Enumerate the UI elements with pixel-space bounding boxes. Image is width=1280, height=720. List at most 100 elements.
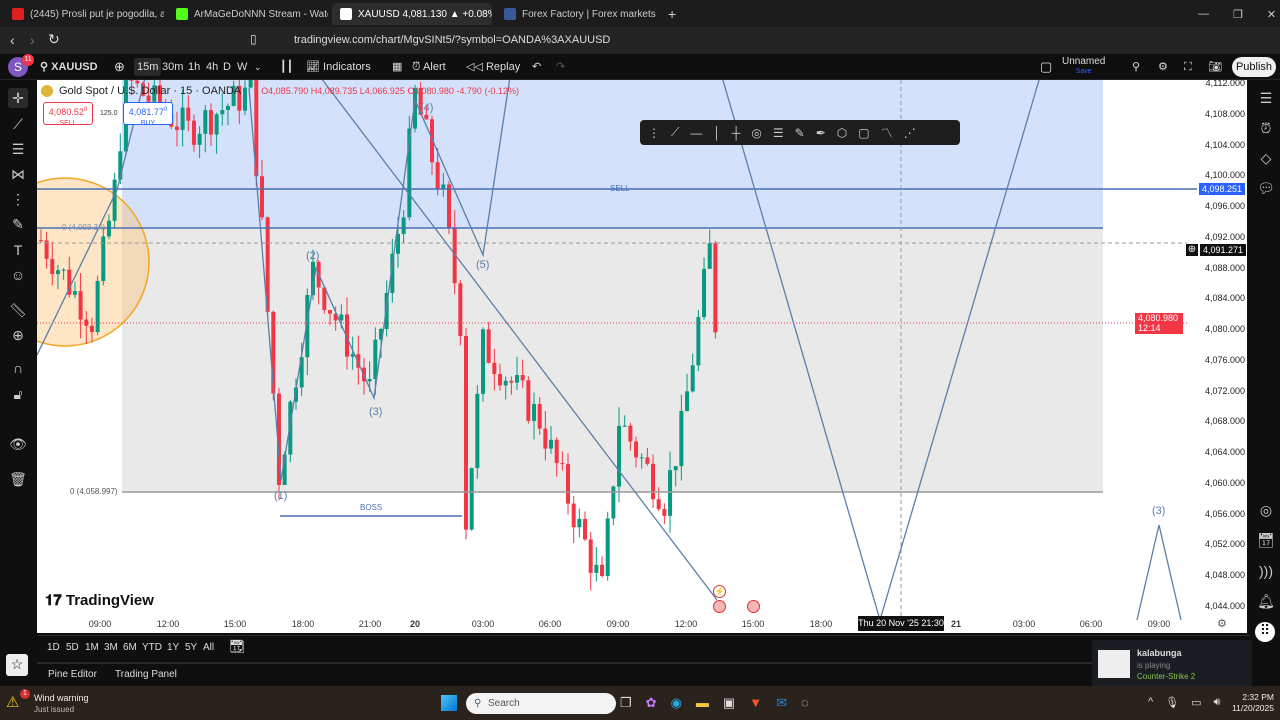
axis-settings-icon[interactable]: ⚙︎: [1217, 618, 1227, 630]
range-5y[interactable]: 5Y: [185, 642, 198, 653]
range-1d[interactable]: 1D: [47, 642, 60, 653]
templates-icon[interactable]: ▦: [392, 61, 403, 73]
trading-panel-tab[interactable]: Trading Panel: [115, 669, 177, 680]
buy-button[interactable]: 4,081.770 BUY: [123, 102, 173, 127]
minimize-icon[interactable]: —: [1198, 8, 1209, 20]
copilot-icon[interactable]: ✿: [645, 695, 657, 710]
window-controls[interactable]: — ❐ ✕: [1190, 3, 1280, 25]
steam-notification[interactable]: kalabunga is playing Counter-Strike 2: [1092, 640, 1252, 688]
calendar-icon[interactable]: 📅︎: [1257, 532, 1275, 548]
clock[interactable]: 2:32 PM 11/20/2025: [1232, 692, 1274, 713]
tab-kick[interactable]: ArMaGeDoNNN Stream - Watch Live: [168, 3, 328, 25]
weather-warning-icon[interactable]: ⚠: [6, 694, 20, 711]
windows-start-icon[interactable]: [441, 695, 457, 711]
tab-forexfactory[interactable]: Forex Factory | Forex markets for the: [496, 3, 656, 25]
path-icon[interactable]: 〽: [880, 126, 893, 140]
pen-icon[interactable]: ✒: [815, 125, 826, 140]
trendline-icon[interactable]: ⟋: [671, 125, 680, 139]
go-to-date-icon[interactable]: 📆︎: [229, 639, 246, 654]
tab-youtube[interactable]: (2445) Prosli put je pogodila, ako po: [4, 3, 164, 25]
alert-button[interactable]: ⏰︎ Alert: [412, 61, 446, 73]
forecast-tool-icon[interactable]: ⋮: [11, 191, 25, 207]
interval-1h[interactable]: 1h: [188, 61, 201, 73]
shape-icon[interactable]: ⬡: [836, 125, 848, 140]
range-6m[interactable]: 6M: [123, 642, 137, 653]
us-event-flag-icon[interactable]: [713, 600, 726, 613]
taskbar-search[interactable]: ⚲ Search: [466, 693, 616, 714]
range-3m[interactable]: 3M: [104, 642, 118, 653]
quick-search-icon[interactable]: ⚲: [1132, 61, 1141, 73]
task-view-icon[interactable]: ❐: [620, 695, 632, 710]
watchlist-star-icon[interactable]: ☆: [6, 654, 28, 676]
fib-tool-icon[interactable]: ☰: [11, 141, 25, 157]
fullscreen-icon[interactable]: ⛶: [1184, 61, 1192, 73]
notifications-icon[interactable]: 🔔︎: [1257, 593, 1275, 609]
trash-icon[interactable]: 🗑︎: [9, 471, 27, 487]
alerts-icon[interactable]: ⏰︎: [1260, 120, 1272, 136]
eye-icon[interactable]: 👁︎: [9, 436, 27, 452]
emoji-tool-icon[interactable]: ☺: [10, 267, 26, 283]
elliott-wave-2[interactable]: [1136, 524, 1182, 621]
layout-name[interactable]: Unnamed Save: [1062, 56, 1106, 76]
floating-drawing-toolbar[interactable]: ⋮ ⟋ — │ ┼ ◎ ☰ ✎ ✒ ⬡ ▢ 〽 ⋰: [640, 120, 960, 145]
interval-w[interactable]: W: [237, 61, 248, 73]
trendline-tool-icon[interactable]: ⟋: [13, 116, 23, 132]
tray-chevron-icon[interactable]: ^: [1148, 696, 1154, 708]
symbol-title[interactable]: Gold Spot / U.S. Dollar · 15 · OANDA: [59, 85, 242, 97]
interval-d[interactable]: D: [223, 61, 231, 73]
ellipse-drawing[interactable]: [37, 177, 150, 347]
network-icon[interactable]: ▭: [1191, 697, 1202, 709]
file-explorer-icon[interactable]: ▬: [695, 695, 709, 710]
time-axis[interactable]: 09:00 12:00 15:00 18:00 21:00 20 03:00 06:00 09:…: [89, 619, 1171, 629]
url-field[interactable]: tradingview.com/chart/MgvSINt5/?symbol=O…: [294, 34, 611, 46]
range-1y[interactable]: 1Y: [167, 642, 180, 653]
text-tool-icon[interactable]: T: [13, 242, 23, 258]
layers-icon[interactable]: ◇: [1260, 150, 1272, 166]
zoom-tool-icon[interactable]: ⊕: [12, 327, 24, 343]
compare-symbol-icon[interactable]: ⊕: [114, 59, 125, 74]
hotlists-icon[interactable]: ◎: [1259, 502, 1273, 518]
range-5d[interactable]: 5D: [66, 642, 79, 653]
brush-tool-icon[interactable]: ✎: [12, 216, 24, 232]
range-ytd[interactable]: YTD: [142, 642, 162, 653]
chart-pane[interactable]: 09:00 12:00 15:00 18:00 21:00 20 03:00 06:00 09:…: [37, 80, 1247, 633]
range-1m[interactable]: 1M: [85, 642, 99, 653]
us-event-flag-icon[interactable]: [747, 600, 760, 613]
new-tab-button[interactable]: +: [668, 6, 677, 22]
publish-button[interactable]: Publish: [1232, 57, 1276, 77]
crosshair-tool-icon[interactable]: ✛: [8, 88, 28, 108]
watchlist-icon[interactable]: ☰: [1259, 90, 1273, 106]
store-icon[interactable]: ▣: [722, 695, 736, 710]
lock-icon[interactable]: 🔓︎: [13, 386, 23, 402]
brave-icon[interactable]: ▼: [749, 695, 763, 710]
interval-15m[interactable]: 15m: [134, 58, 162, 76]
edge-icon[interactable]: ◉: [670, 695, 682, 710]
news-feed-icon[interactable]: ))): [1259, 563, 1273, 579]
bookmark-icon[interactable]: ▯: [250, 32, 257, 46]
volume-icon[interactable]: 🔊︎: [1213, 696, 1221, 708]
redo-icon[interactable]: ↷: [556, 61, 566, 73]
close-window-icon[interactable]: ✕: [1266, 8, 1277, 21]
undo-icon[interactable]: ↶: [532, 61, 542, 73]
range-all[interactable]: All: [203, 642, 215, 653]
magnet-icon[interactable]: ∩: [12, 360, 24, 376]
ray-icon[interactable]: —: [690, 125, 703, 140]
tab-tradingview[interactable]: XAUUSD 4,081.130 ▲ +0.08% Un✕: [332, 3, 492, 25]
replay-button[interactable]: ◁◁ Replay: [466, 61, 521, 73]
vertical-line-icon[interactable]: │: [713, 125, 721, 140]
obs-icon[interactable]: ◌: [800, 695, 809, 710]
cross-line-icon[interactable]: ┼: [731, 125, 741, 140]
pattern-tool-icon[interactable]: ⋈: [11, 166, 25, 182]
chat-icon[interactable]: 💬︎: [1257, 180, 1275, 196]
indicators-button[interactable]: 📈︎ Indicators: [306, 61, 371, 73]
trendline-down[interactable]: [315, 80, 718, 601]
candles-type-icon[interactable]: ┃┃: [280, 61, 294, 73]
back-icon[interactable]: ‹: [10, 32, 15, 48]
elliott-wave-1[interactable]: [248, 80, 511, 481]
forward-icon[interactable]: ›: [30, 32, 35, 48]
apps-grid-icon[interactable]: ⠿: [1255, 622, 1275, 642]
brush-icon[interactable]: ✎: [794, 125, 805, 140]
channel-icon[interactable]: ☰: [772, 125, 784, 140]
layout-icon[interactable]: ▢: [1040, 59, 1053, 74]
sell-button[interactable]: 4,080.520 SELL: [43, 102, 93, 127]
